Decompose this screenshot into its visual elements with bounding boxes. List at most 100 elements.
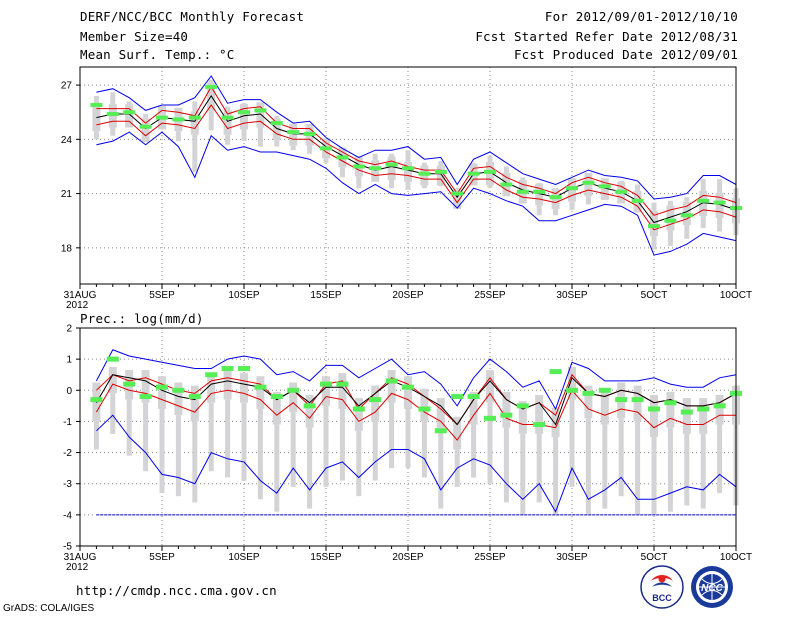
ensemble-whisker bbox=[389, 153, 395, 157]
observed-marker bbox=[549, 195, 562, 200]
ensemble-whisker bbox=[585, 418, 591, 515]
x-tick-label: 25SEP bbox=[474, 290, 505, 301]
ensemble-whisker bbox=[126, 101, 132, 105]
ensemble-whisker bbox=[454, 188, 460, 190]
observed-marker bbox=[533, 189, 546, 194]
y-tick-label: -4 bbox=[63, 510, 72, 521]
ensemble-whisker bbox=[487, 185, 493, 189]
ensemble-whisker bbox=[110, 393, 116, 434]
observed-marker bbox=[352, 164, 365, 169]
observed-marker bbox=[336, 381, 349, 387]
observed-marker bbox=[139, 394, 152, 400]
observed-marker bbox=[484, 415, 496, 421]
ensemble-whisker bbox=[192, 101, 198, 112]
ensemble-whisker bbox=[471, 424, 477, 478]
y-tick-label: -1 bbox=[63, 417, 72, 428]
observed-marker bbox=[188, 115, 201, 120]
ensemble-whisker bbox=[225, 106, 231, 110]
ensemble-whisker bbox=[667, 427, 673, 512]
ensemble-whisker bbox=[208, 111, 214, 131]
ensemble-box bbox=[666, 205, 675, 231]
x-tick-label: 5OCT bbox=[641, 552, 668, 563]
ensemble-whisker bbox=[208, 402, 214, 472]
x-tick-label: 10OCT bbox=[720, 290, 752, 301]
ensemble-whisker bbox=[503, 427, 509, 503]
observed-marker bbox=[352, 406, 365, 412]
y-tick-label: 24 bbox=[61, 135, 73, 146]
y-tick-label: 0 bbox=[66, 386, 72, 397]
ensemble-box bbox=[502, 391, 511, 428]
variable-label: Mean Surf. Temp.: °C bbox=[80, 47, 235, 62]
ensemble-whisker bbox=[569, 201, 575, 210]
ensemble-whisker bbox=[618, 180, 624, 182]
ensemble-box bbox=[354, 398, 363, 431]
observed-marker bbox=[500, 182, 513, 187]
ensemble-box bbox=[436, 398, 445, 431]
ensemble-whisker bbox=[110, 92, 116, 105]
ensemble-whisker bbox=[503, 166, 509, 173]
ensemble-whisker bbox=[372, 153, 378, 161]
ensemble-whisker bbox=[651, 236, 657, 250]
observed-marker bbox=[500, 412, 513, 418]
ensemble-whisker bbox=[323, 405, 329, 487]
forecast-started-date: Fcst Started Refer Date 2012/08/31 bbox=[475, 29, 738, 44]
median-line bbox=[96, 94, 737, 224]
observed-marker bbox=[598, 387, 611, 393]
ensemble-box bbox=[108, 366, 117, 394]
ensemble-whisker bbox=[241, 103, 247, 105]
ensemble-whisker bbox=[520, 433, 526, 515]
ensemble-whisker bbox=[274, 424, 280, 512]
ensemble-whisker bbox=[405, 408, 411, 469]
ensemble-whisker bbox=[290, 145, 296, 151]
observed-marker bbox=[598, 184, 611, 189]
ensemble-box bbox=[223, 109, 232, 135]
observed-marker bbox=[270, 394, 283, 400]
ensemble-box bbox=[699, 398, 708, 434]
observed-marker bbox=[139, 124, 152, 129]
ncc-logo-icon: NCC bbox=[691, 566, 733, 608]
lower-percentile-line bbox=[95, 383, 736, 441]
y-tick-label: 21 bbox=[61, 189, 73, 200]
median-line bbox=[95, 374, 737, 426]
ensemble-box bbox=[256, 102, 265, 128]
ensemble-box bbox=[453, 416, 462, 450]
ensemble-whisker bbox=[684, 197, 690, 202]
ensemble-box bbox=[223, 370, 232, 400]
ensemble-box bbox=[453, 189, 462, 209]
observed-marker bbox=[254, 384, 267, 390]
ensemble-box bbox=[174, 382, 183, 416]
source-url[interactable]: http://cmdp.ncc.cma.gov.cn bbox=[76, 583, 277, 598]
observed-marker bbox=[516, 403, 529, 409]
x-tick-label: 20SEP bbox=[392, 552, 423, 563]
ensemble-box bbox=[371, 385, 380, 422]
ensemble-box bbox=[289, 123, 298, 146]
ensemble-box bbox=[240, 373, 248, 403]
ensemble-whisker bbox=[208, 79, 214, 83]
ensemble-box bbox=[371, 160, 380, 182]
ensemble-whisker bbox=[175, 131, 181, 142]
x-tick-label: 15SEP bbox=[310, 552, 341, 563]
ensemble-whisker bbox=[717, 424, 723, 494]
ensemble-whisker bbox=[372, 421, 378, 481]
observed-marker bbox=[631, 198, 644, 203]
observed-marker bbox=[303, 403, 316, 409]
ensemble-box bbox=[715, 192, 724, 218]
ensemble-box bbox=[305, 394, 314, 428]
ensemble-box bbox=[436, 165, 445, 186]
ensemble-box bbox=[568, 366, 576, 400]
x-tick-label: 31AUG bbox=[64, 552, 97, 563]
ensemble-box bbox=[420, 388, 429, 422]
ensemble-whisker bbox=[323, 158, 329, 163]
observed-marker bbox=[484, 169, 496, 174]
observed-marker bbox=[467, 171, 480, 176]
ensemble-box bbox=[584, 385, 593, 419]
observed-marker bbox=[566, 387, 578, 393]
ensemble-whisker bbox=[225, 134, 231, 145]
ensemble-box bbox=[272, 118, 281, 141]
x-tick-label: 10SEP bbox=[228, 552, 259, 563]
lower-percentile-line bbox=[96, 104, 737, 231]
ensemble-box bbox=[289, 382, 298, 413]
observed-marker bbox=[303, 131, 316, 136]
ensemble-box bbox=[699, 190, 708, 217]
